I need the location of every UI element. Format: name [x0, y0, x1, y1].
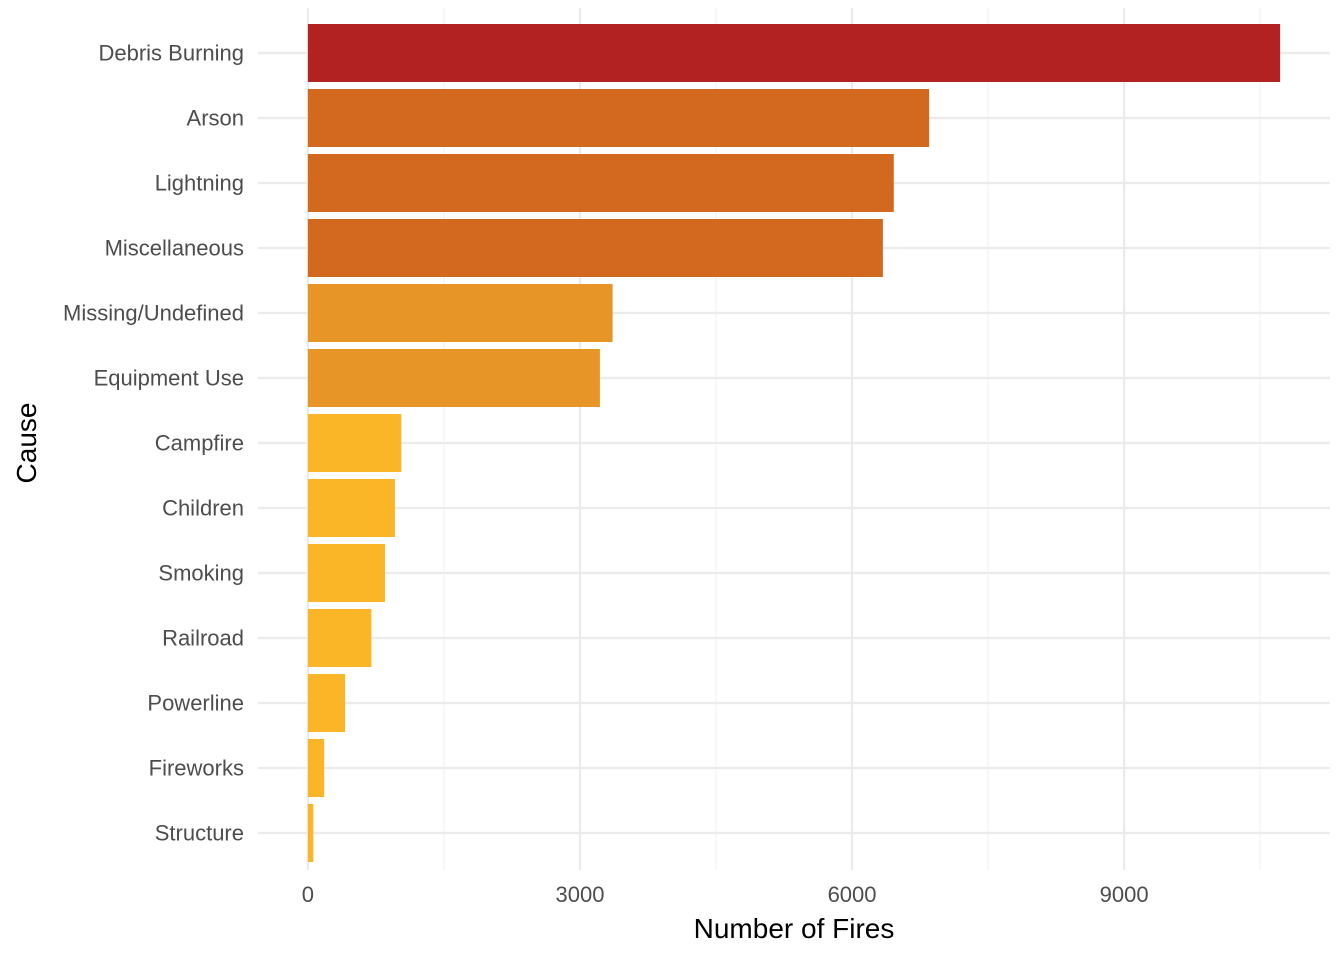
bar-powerline	[307, 674, 346, 732]
x-tick-label: 3000	[555, 882, 604, 907]
bar-equipment-use	[307, 349, 600, 407]
y-tick-label: Miscellaneous	[105, 236, 244, 261]
bar-missing-undefined	[307, 284, 613, 342]
bar-structure	[307, 804, 314, 862]
y-tick-label: Powerline	[147, 691, 244, 716]
bar-lightning	[307, 154, 894, 212]
x-tick-label: 6000	[828, 882, 877, 907]
y-tick-label: Fireworks	[149, 756, 244, 781]
bar-arson	[307, 89, 930, 147]
y-tick-label: Arson	[187, 106, 244, 131]
bar-smoking	[307, 544, 385, 602]
bars	[307, 24, 1281, 862]
y-tick-label: Debris Burning	[98, 41, 244, 66]
bar-debris-burning	[307, 24, 1281, 82]
y-tick-label: Structure	[155, 821, 244, 846]
x-tick-label: 0	[302, 882, 314, 907]
y-tick-label: Children	[162, 496, 244, 521]
y-tick-label: Missing/Undefined	[63, 301, 244, 326]
y-tick-label: Lightning	[155, 171, 244, 196]
y-axis-tick-labels: Debris Burning Arson Lightning Miscellaneou…	[63, 41, 244, 846]
y-tick-label: Equipment Use	[94, 366, 244, 391]
bar-children	[307, 479, 395, 537]
bar-fireworks	[307, 739, 325, 797]
bar-railroad	[307, 609, 372, 667]
x-axis-tick-labels: 0 3000 6000 9000	[302, 882, 1149, 907]
bar-miscellaneous	[307, 219, 883, 277]
x-tick-label: 9000	[1100, 882, 1149, 907]
y-tick-label: Smoking	[158, 561, 244, 586]
x-axis-title: Number of Fires	[694, 913, 895, 944]
bar-campfire	[307, 414, 402, 472]
y-tick-label: Campfire	[155, 431, 244, 456]
y-tick-label: Railroad	[162, 626, 244, 651]
y-axis-title: Cause	[11, 403, 42, 484]
